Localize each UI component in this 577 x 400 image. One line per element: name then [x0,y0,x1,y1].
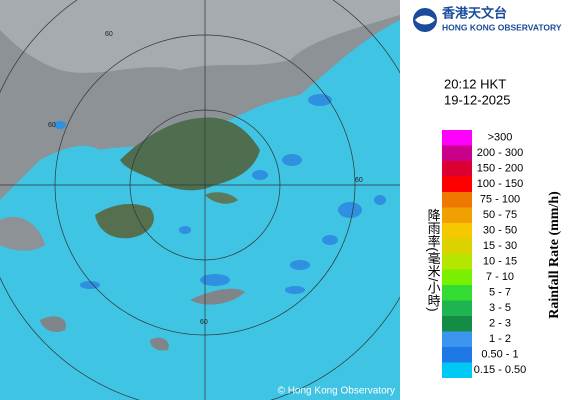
lamma-island [190,288,245,305]
legend-swatch [442,130,472,146]
ring-label: 60 [355,177,363,184]
range-rings [0,0,400,400]
island [150,337,169,351]
ring-label: 60 [105,31,113,38]
legend-label: 75 - 100 [480,194,520,206]
org-name-zh: 香港天文台 [441,5,507,20]
legend-swatch [442,362,472,378]
date: 19-12-2025 [444,92,511,107]
clouds [0,0,400,73]
legend-label: 15 - 30 [483,240,517,252]
time: 20:12 HKT [444,76,506,91]
legend-swatch [442,331,472,347]
legend-label: 5 - 7 [489,287,511,299]
hk-island [205,192,238,204]
rain-echoes [54,94,386,294]
ring-label: 60 [200,319,208,326]
side-panel: 香港天文台 HONG KONG OBSERVATORY 20:12 HKT 19… [413,5,562,378]
legend-label: 30 - 50 [483,225,517,237]
ring-label: 60 [48,122,56,129]
legend-swatch [442,223,472,239]
new-territories [120,117,260,191]
legend-swatch [442,269,472,285]
legend-label: 0.50 - 1 [481,349,518,361]
legend: >300 200 - 300 150 - 200 100 - 150 75 - 100 5… [442,130,526,378]
logo-mark [415,15,435,25]
legend-swatch [442,145,472,161]
legend-swatch [442,285,472,301]
legend-label: 150 - 200 [477,163,523,175]
island [40,316,66,332]
legend-swatch [442,347,472,363]
legend-swatch [442,238,472,254]
org-name-en: HONG KONG OBSERVATORY [442,22,562,32]
legend-label: 0.15 - 0.50 [474,364,527,376]
lantau-island [95,204,154,239]
legend-label: 10 - 15 [483,256,517,268]
legend-swatch [442,192,472,208]
legend-swatch [442,207,472,223]
copyright: © Hong Kong Observatory [278,386,395,397]
legend-swatch [442,161,472,177]
legend-label: 50 - 75 [483,209,517,221]
legend-label: 100 - 150 [477,178,523,190]
legend-label: >300 [488,132,513,144]
legend-swatch [442,254,472,270]
legend-label: 1 - 2 [489,333,511,345]
legend-title-en: Rainfall Rate (mm/h) [547,191,562,319]
radar-map: 60 60 60 60 © Hong Kong Observatory [0,0,400,400]
west-coast [0,216,45,251]
legend-title-zh: 降雨率(毫米/小時) [426,208,441,311]
legend-label: 2 - 3 [489,318,511,330]
legend-swatch [442,300,472,316]
legend-label: 7 - 10 [486,271,514,283]
legend-label: 3 - 5 [489,302,511,314]
legend-swatch [442,316,472,332]
legend-swatch [442,176,472,192]
legend-label: 200 - 300 [477,147,523,159]
